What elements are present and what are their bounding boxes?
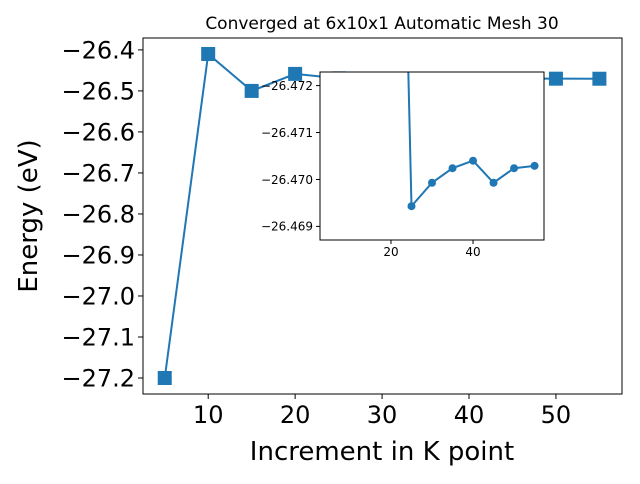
main-y-tick-label-6: −27.0 [61, 283, 135, 311]
main-y-tick-label-7: −27.1 [61, 324, 135, 352]
main-x-tick-label-30: 30 [367, 401, 398, 429]
main-data-point-50 [548, 71, 563, 86]
main-x-tick-label-10: 10 [193, 401, 224, 429]
inset-axes-frame [319, 71, 545, 241]
inset-series [407, 72, 539, 211]
inset-y-tick-label-1: −26.471 [261, 126, 313, 140]
inset-y-tick-label-0: −26.472 [261, 79, 313, 93]
chart-title: Converged at 6x10x1 Automatic Mesh 30 [205, 14, 558, 34]
inset-data-point-40 [469, 156, 478, 165]
main-y-tick-label-0: −26.4 [61, 37, 135, 65]
inset-data-point-50 [510, 164, 519, 173]
x-axis-label: Increment in K point [250, 437, 514, 467]
main-data-point-15 [244, 83, 259, 98]
main-y-tick-label-1: −26.5 [61, 78, 135, 106]
inset-data-point-35 [448, 164, 457, 173]
inset-data-point-25 [407, 202, 416, 211]
inset-plot: 20 40 −26.472 −26.471 −26.470 −26.469 [261, 71, 545, 259]
main-data-point-5 [157, 371, 172, 386]
main-data-point-20 [288, 66, 303, 81]
inset-data-point-45 [489, 178, 498, 187]
main-x-tick-label-40: 40 [454, 401, 485, 429]
main-data-point-55 [592, 71, 607, 86]
inset-data-point-30 [428, 178, 436, 187]
inset-y-tick-label-3: −26.469 [261, 220, 313, 234]
main-x-tick-label-20: 20 [280, 401, 311, 429]
main-y-tick-label-5: −26.9 [61, 242, 135, 270]
main-x-tick-label-50: 50 [541, 401, 572, 429]
inset-data-point-55 [530, 161, 539, 170]
inset-y-tick-label-2: −26.470 [261, 173, 313, 187]
inset-series-line [407, 72, 535, 209]
main-y-tick-label-2: −26.6 [61, 119, 135, 147]
main-y-tick-label-4: −26.8 [61, 201, 135, 229]
inset-x-tick-label-40: 40 [465, 245, 480, 259]
main-y-tick-label-3: −26.7 [61, 160, 135, 188]
inset-x-tick-label-20: 20 [383, 245, 398, 259]
inset-plot-background [320, 72, 544, 240]
main-y-tick-label-8: −27.2 [61, 365, 135, 393]
main-data-point-10 [201, 46, 216, 61]
y-axis-label: Energy (eV) [14, 139, 44, 292]
